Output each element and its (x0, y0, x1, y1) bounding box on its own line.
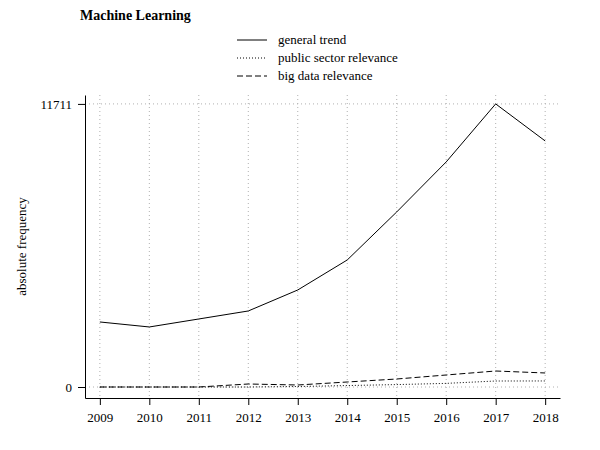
grid-line (446, 95, 447, 398)
grid-line (396, 95, 397, 398)
tick-mark (199, 398, 200, 405)
grid (85, 95, 560, 398)
tick-label: 2018 (533, 410, 559, 425)
tick-label: 2014 (335, 410, 362, 425)
background (0, 0, 600, 450)
tick-mark (446, 398, 447, 405)
grid-line (99, 95, 100, 398)
tick-mark (496, 398, 497, 405)
legend-label: big data relevance (278, 68, 373, 83)
grid-line (198, 95, 199, 398)
tick-mark (347, 398, 348, 405)
tick: 2009 (87, 398, 113, 425)
tick-mark (248, 398, 249, 405)
tick: 2013 (285, 398, 311, 425)
tick-mark (545, 398, 546, 405)
tick-mark (78, 104, 85, 105)
x-axis: 2009 2010 2011 2012 2013 2014 2015 2016 2017 2018 (86, 398, 561, 425)
tick: 2014 (335, 398, 362, 425)
tick-label: 2009 (87, 410, 113, 425)
axis-line (85, 96, 86, 399)
y-axis: 0 11711 (40, 96, 85, 399)
legend: general trend public sector relevance big … (237, 32, 398, 83)
tick: 2016 (434, 398, 461, 425)
legend-label: general trend (278, 32, 347, 47)
grid-line (297, 95, 298, 398)
tick: 2015 (384, 398, 410, 425)
tick: 11711 (40, 97, 85, 112)
grid-line (248, 95, 249, 398)
grid-line (85, 103, 560, 104)
series-line (100, 381, 545, 387)
tick-mark (100, 398, 101, 405)
tick-mark (298, 398, 299, 405)
grid-line (347, 95, 348, 398)
tick-label: 2011 (187, 410, 213, 425)
tick-label: 0 (66, 380, 73, 395)
grid-line (149, 95, 150, 398)
tick-label: 2016 (434, 410, 461, 425)
legend-swatch (237, 40, 267, 41)
series-line (100, 371, 545, 387)
tick-label: 2017 (483, 410, 510, 425)
tick: 2018 (533, 398, 559, 425)
tick: 2017 (483, 398, 510, 425)
tick: 2010 (137, 398, 163, 425)
tick: 2011 (187, 398, 213, 425)
tick: 0 (66, 380, 86, 395)
plot-area (100, 104, 545, 387)
tick-label: 2013 (285, 410, 311, 425)
tick-label: 2010 (137, 410, 163, 425)
series-line (100, 104, 545, 327)
grid-line (495, 95, 496, 398)
tick-mark (149, 398, 150, 405)
tick-label: 2012 (236, 410, 262, 425)
tick-mark (397, 398, 398, 405)
title: Machine Learning (80, 8, 191, 23)
axis-line (86, 398, 561, 399)
tick-label: 11711 (40, 97, 72, 112)
chart: 2009 2010 2011 2012 2013 2014 2015 2016 2017 2018… (0, 0, 600, 450)
tick-label: 2015 (384, 410, 410, 425)
legend-swatch (237, 58, 267, 59)
y-axis-title: absolute frequency (14, 197, 29, 296)
legend-swatch (237, 76, 267, 77)
tick-mark (78, 387, 85, 388)
tick: 2012 (236, 398, 262, 425)
legend-label: public sector relevance (278, 50, 398, 65)
